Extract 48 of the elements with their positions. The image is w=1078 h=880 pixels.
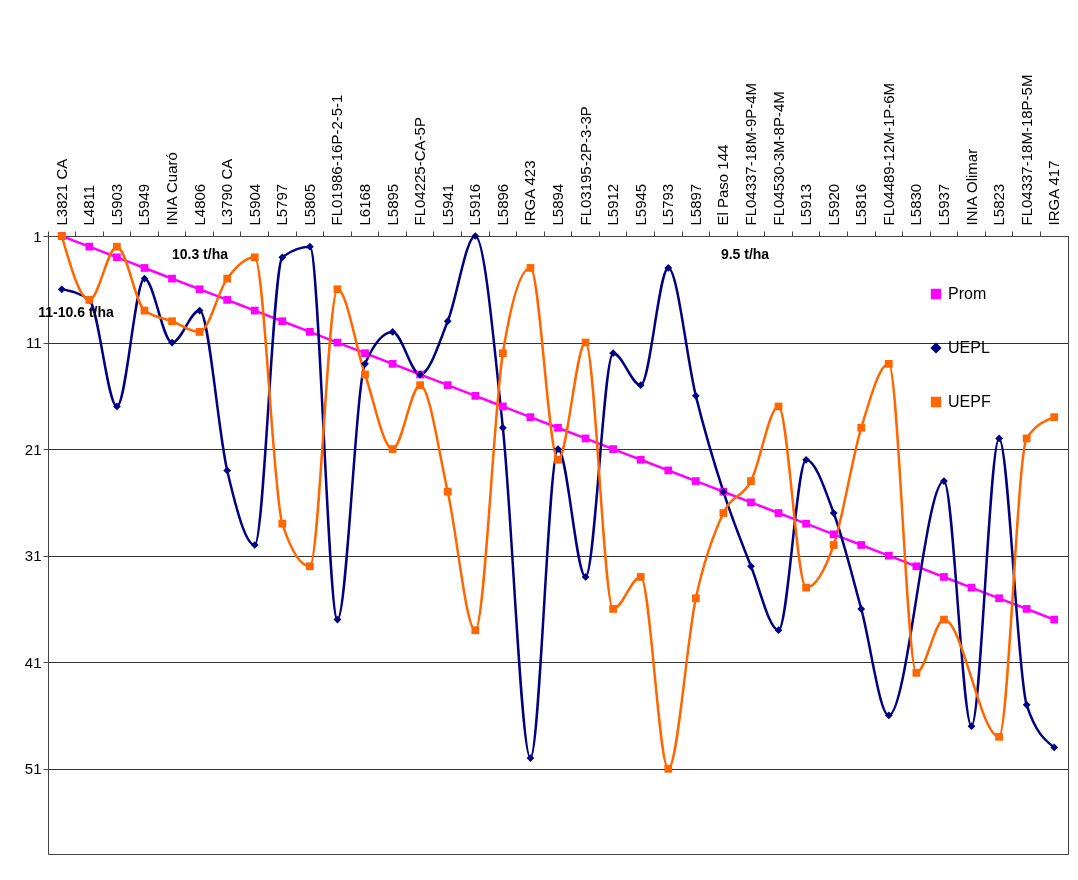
x-tick-label: L5920 bbox=[824, 183, 842, 226]
annotation: 9.5 t/ha bbox=[720, 246, 770, 262]
x-tick-label: L3821 CA bbox=[52, 158, 70, 226]
x-tick-label: L5895 bbox=[383, 183, 401, 226]
x-tick-label: L4811 bbox=[80, 184, 98, 226]
x-tick-label: L5894 bbox=[549, 183, 566, 226]
x-tick-label: L5816 bbox=[852, 183, 870, 226]
x-tick-label: L4806 bbox=[190, 183, 208, 226]
y-tick-label: 1 bbox=[33, 227, 42, 245]
x-tick-label: L5913 bbox=[797, 183, 815, 226]
x-tick-label: L5830 bbox=[907, 183, 925, 226]
x-tick-label: L5896 bbox=[493, 183, 511, 226]
x-tick-label: FL01986-16P-2-5-1 bbox=[328, 94, 346, 226]
y-tick-label: 31 bbox=[24, 547, 42, 565]
x-tick-label: IRGA 423 bbox=[521, 160, 539, 226]
x-tick-label: L5945 bbox=[631, 183, 649, 226]
legend-label: UEPF bbox=[948, 393, 991, 410]
x-tick-label: L5797 bbox=[273, 183, 291, 226]
x-tick-label: L5805 bbox=[300, 183, 318, 226]
x-tick-label: L5912 bbox=[604, 183, 622, 226]
x-tick-label: L5897 bbox=[686, 183, 704, 226]
x-tick-label: L5823 bbox=[990, 183, 1008, 226]
x-tick-label: El Paso 144 bbox=[714, 144, 732, 226]
x-tick-label: FL04337-18M-9P-4M bbox=[741, 82, 759, 226]
annotation: 10.3 t/ha bbox=[171, 246, 229, 262]
x-tick-label: L5904 bbox=[245, 183, 263, 226]
x-tick-label: L5937 bbox=[934, 183, 952, 226]
y-tick-label: 41 bbox=[24, 653, 42, 671]
x-tick-label: L6168 bbox=[356, 183, 374, 226]
x-tick-label: L5903 bbox=[107, 183, 125, 226]
x-tick-label: FL04225-CA-5P bbox=[411, 117, 429, 226]
x-tick-label: L5916 bbox=[466, 183, 484, 226]
legend-label: Prom bbox=[948, 285, 987, 302]
x-tick-label: L5941 bbox=[438, 183, 456, 226]
y-tick-label: 11 bbox=[25, 334, 42, 352]
x-tick-label: FL04530-3M-8P-4M bbox=[769, 91, 787, 226]
y-tick-label: 21 bbox=[24, 440, 42, 458]
x-tick-label: IRGA 417 bbox=[1045, 160, 1063, 226]
x-tick-label: FL03195-2P-3-3P bbox=[576, 106, 594, 226]
x-tick-label: INIA Olimar bbox=[962, 148, 980, 226]
x-tick-label: FL04337-18M-18P-5M bbox=[1017, 74, 1035, 226]
x-tick-label: L5949 bbox=[135, 183, 153, 226]
x-tick-label: INIA Cuaró bbox=[163, 152, 181, 226]
x-tick-label: L5793 bbox=[659, 183, 677, 226]
x-tick-label: FL04489-12M-1P-6M bbox=[879, 82, 897, 226]
legend-label: UEPL bbox=[948, 339, 990, 356]
y-tick-label: 51 bbox=[24, 760, 42, 778]
x-tick-label: L3790 CA bbox=[218, 158, 236, 226]
